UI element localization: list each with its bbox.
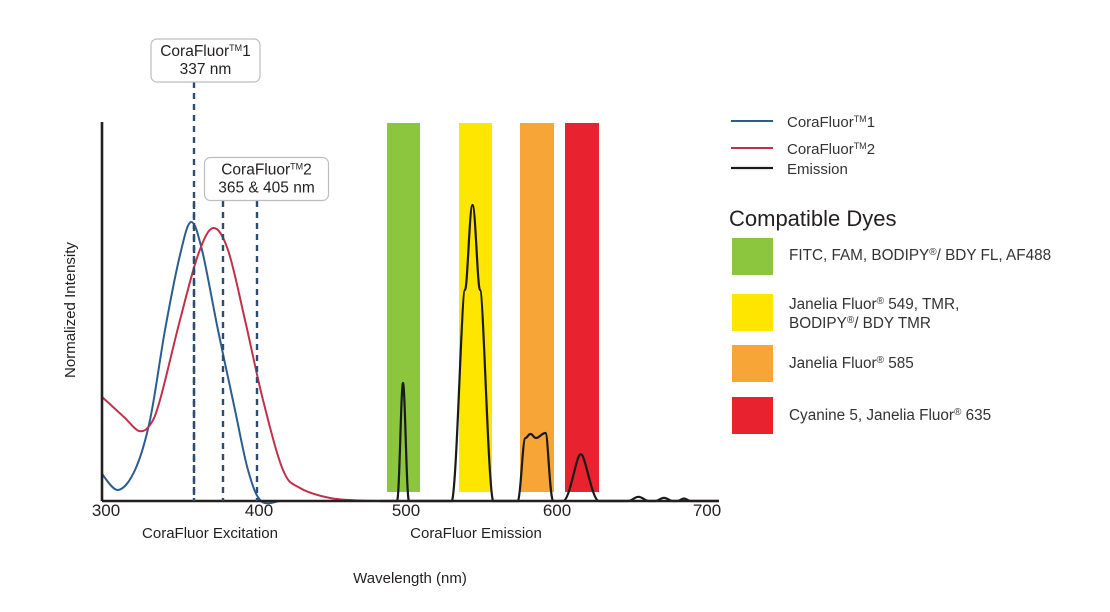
svg-text:Compatible Dyes: Compatible Dyes [729,206,897,231]
svg-text:Janelia Fluor® 585: Janelia Fluor® 585 [789,355,914,372]
svg-text:Janelia Fluor® 549, TMR,: Janelia Fluor® 549, TMR, [789,296,959,313]
svg-text:CoraFluor Excitation: CoraFluor Excitation [142,525,278,542]
svg-text:CoraFluorTM1: CoraFluorTM1 [787,114,875,131]
svg-text:BODIPY®/ BDY TMR: BODIPY®/ BDY TMR [789,315,931,332]
svg-text:600: 600 [543,501,571,520]
svg-text:337 nm: 337 nm [180,61,232,78]
svg-text:700: 700 [693,501,721,520]
svg-text:FITC, FAM, BODIPY®/ BDY FL, AF: FITC, FAM, BODIPY®/ BDY FL, AF488 [789,247,1051,264]
svg-text:300: 300 [92,501,120,520]
svg-text:500: 500 [392,501,420,520]
svg-text:Emission: Emission [787,161,848,178]
svg-text:365 & 405 nm: 365 & 405 nm [218,180,315,197]
svg-text:400: 400 [245,501,273,520]
svg-text:Normalized Intensity: Normalized Intensity [62,242,79,378]
svg-text:CoraFluorTM2: CoraFluorTM2 [787,141,875,158]
svg-text:CoraFluor Emission: CoraFluor Emission [410,525,542,542]
svg-text:Wavelength (nm): Wavelength (nm) [353,570,467,587]
svg-text:Cyanine 5, Janelia Fluor® 635: Cyanine 5, Janelia Fluor® 635 [789,407,991,424]
